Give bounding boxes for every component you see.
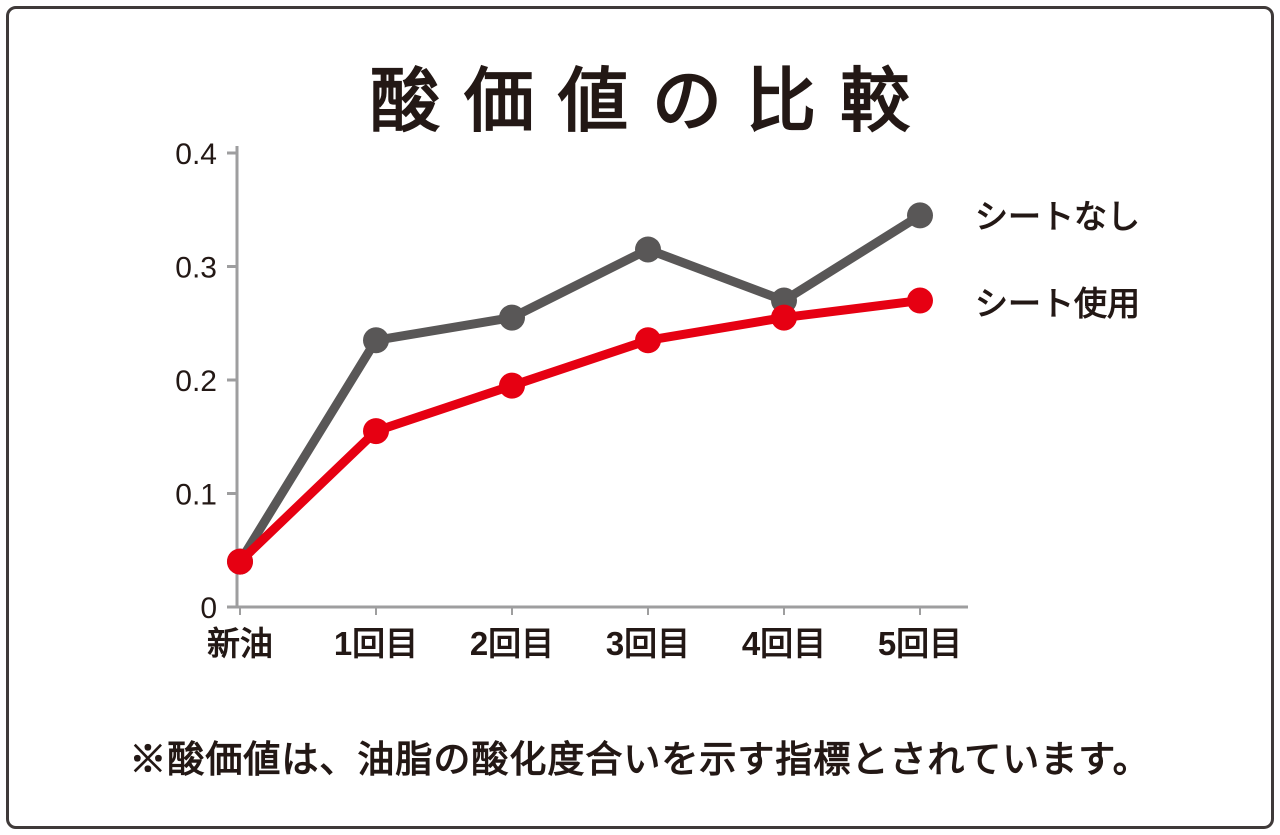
chart-title: 酸価値の比較: [370, 62, 934, 140]
data-point: [363, 418, 389, 445]
data-point: [907, 202, 933, 229]
x-tick-label: 3回目: [606, 625, 690, 662]
x-tick-label: 1回目: [334, 625, 418, 662]
data-point: [363, 327, 389, 354]
x-tick-label: 新油: [207, 625, 273, 662]
x-tick-label: 5回目: [878, 625, 962, 662]
x-tick-label: 2回目: [470, 625, 554, 662]
data-point: [635, 327, 661, 354]
y-tick-label: 0: [200, 592, 217, 625]
data-point: [227, 548, 253, 575]
chart-area: 0 0.1 0.2 0.3 0.4 新油 1回目 2回目 3回目 4回目 5回目 シートなし シート…: [140, 130, 1260, 700]
x-tick-label: 4回目: [742, 625, 826, 662]
legend-label-sheet-used: シート使用: [975, 285, 1140, 322]
footnote: ※酸価値は、油脂の酸化度合いを示す指標とされています。: [129, 739, 1151, 780]
data-point: [499, 304, 525, 331]
chart-card: 酸価値の比較 0 0.1 0.2 0.3 0.4 新油 1回目 2回目 3回目 4回目 5回目 シー…: [6, 6, 1274, 829]
y-tick-label: 0.3: [175, 252, 217, 285]
legend-label-no-sheet: シートなし: [975, 198, 1140, 235]
data-point: [499, 372, 525, 399]
line-chart: 0 0.1 0.2 0.3 0.4 新油 1回目 2回目 3回目 4回目 5回目: [175, 138, 968, 662]
data-point: [907, 287, 933, 314]
y-tick-label: 0.4: [175, 138, 217, 171]
y-tick-label: 0.1: [175, 479, 217, 512]
series-line-1: [235, 296, 925, 567]
data-point: [635, 236, 661, 263]
y-tick-label: 0.2: [175, 365, 217, 398]
series-line-0: [235, 210, 925, 567]
data-point: [771, 304, 797, 331]
